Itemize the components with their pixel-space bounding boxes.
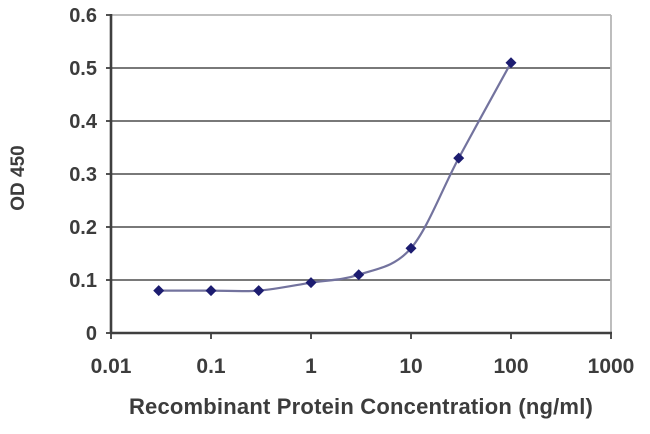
data-point-marker	[453, 152, 465, 164]
x-tick-label: 100	[493, 355, 528, 378]
x-tick-label: 1000	[588, 355, 635, 378]
y-tick-label: 0.4	[69, 111, 98, 133]
y-tick-label: 0.2	[69, 217, 97, 239]
y-tick-label: 0.5	[69, 58, 97, 80]
y-tick-label: 0	[86, 323, 97, 345]
x-tick-label: 0.1	[196, 355, 226, 378]
x-tick-label: 1	[305, 355, 317, 378]
data-point-marker	[405, 242, 417, 254]
x-tick-label: 0.01	[91, 355, 132, 378]
data-point-marker	[205, 285, 217, 297]
data-point-marker	[353, 269, 365, 281]
data-point-marker	[505, 57, 517, 69]
data-point-marker	[153, 285, 165, 297]
x-axis-title: Recombinant Protein Concentration (ng/ml…	[128, 394, 594, 419]
data-point-marker	[253, 285, 265, 297]
y-tick-label: 0.6	[69, 5, 97, 27]
y-axis-title: OD 450	[8, 145, 29, 211]
y-tick-label: 0.3	[69, 164, 97, 186]
y-tick-label: 0.1	[69, 270, 97, 292]
x-tick-label: 10	[399, 355, 422, 378]
data-point-marker	[305, 277, 317, 289]
